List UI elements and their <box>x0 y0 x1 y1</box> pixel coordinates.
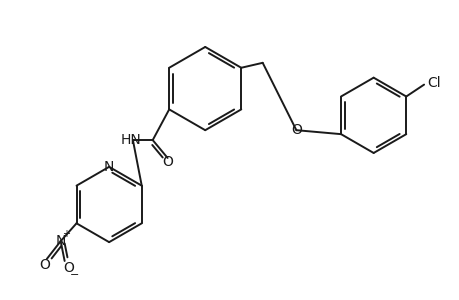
Text: O: O <box>63 261 74 275</box>
Text: N: N <box>104 160 114 174</box>
Text: O: O <box>39 258 50 272</box>
Text: N: N <box>56 234 66 248</box>
Text: Cl: Cl <box>426 76 440 90</box>
Text: O: O <box>162 155 173 169</box>
Text: −: − <box>70 270 79 280</box>
Text: +: + <box>62 229 69 239</box>
Text: HN: HN <box>120 133 141 147</box>
Text: O: O <box>290 123 301 137</box>
